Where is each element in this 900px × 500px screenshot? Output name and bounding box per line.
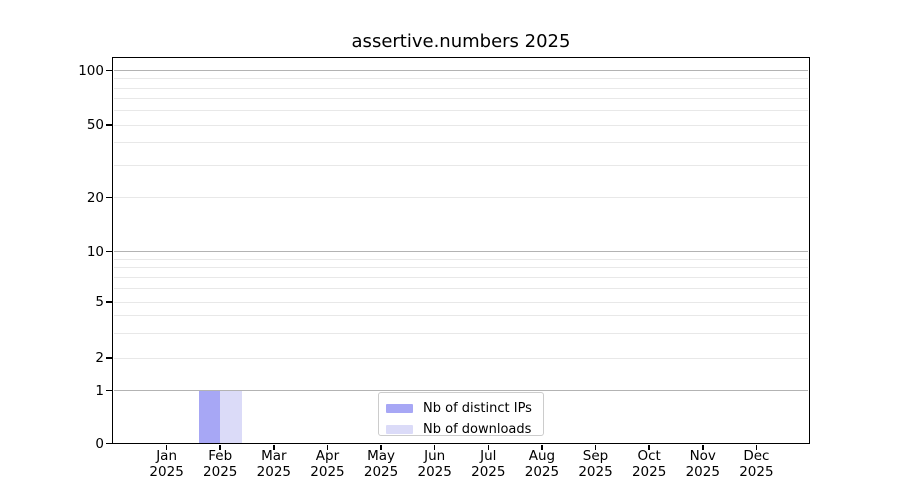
x-tick	[380, 444, 382, 450]
x-tick-label: Oct 2025	[609, 448, 689, 480]
legend-item-downloads: Nb of downloads	[379, 419, 543, 440]
x-tick-year: 2025	[578, 463, 613, 480]
x-tick-month: Dec	[743, 448, 770, 464]
x-tick	[594, 444, 597, 450]
chart-title: assertive.numbers 2025	[351, 31, 571, 52]
x-tick	[648, 444, 650, 450]
x-tick	[326, 444, 329, 450]
y-tick	[106, 357, 112, 359]
y-tick-label: 2	[95, 350, 104, 366]
x-tick-year: 2025	[631, 463, 667, 480]
y-tick-label: 10	[86, 243, 104, 260]
y-gridline-minor	[114, 258, 808, 260]
x-tick-year: 2025	[685, 463, 720, 480]
y-tick	[106, 250, 112, 253]
x-tick-label: Aug 2025	[502, 448, 582, 480]
x-tick-month: Aug	[528, 448, 556, 464]
x-tick-month: Sep	[582, 448, 609, 464]
y-gridline-minor	[114, 276, 808, 278]
x-tick-year: 2025	[256, 463, 292, 480]
y-tick-label: 0	[95, 435, 104, 452]
x-tick-year: 2025	[149, 463, 184, 480]
y-gridline-major	[114, 251, 808, 252]
y-tick	[106, 124, 112, 126]
x-tick-year: 2025	[524, 463, 560, 480]
x-tick-month: Jan	[156, 448, 178, 464]
y-gridline-minor	[114, 301, 808, 303]
x-tick-label: Dec 2025	[716, 448, 796, 480]
bar-downloads	[220, 390, 242, 444]
x-tick-month: Feb	[208, 448, 233, 464]
y-tick-label: 20	[86, 189, 104, 206]
y-tick	[106, 389, 112, 392]
x-tick-label: Sep 2025	[556, 448, 636, 480]
x-tick	[219, 444, 222, 450]
x-tick-label: Feb 2025	[180, 448, 260, 480]
x-tick	[165, 444, 168, 450]
x-tick-year: 2025	[417, 463, 452, 480]
x-tick-year: 2025	[203, 463, 238, 480]
y-tick	[106, 69, 112, 72]
legend-item-distinct-ips: Nb of distinct IPs	[379, 398, 543, 419]
x-tick-month: Oct	[637, 448, 661, 464]
legend-swatch-downloads-icon	[386, 425, 413, 434]
x-tick-label: Mar 2025	[234, 448, 314, 480]
x-tick-label: Jun 2025	[395, 448, 475, 480]
legend-swatch-distinct-ips-icon	[386, 404, 413, 413]
legend-label-downloads: Nb of downloads	[423, 422, 532, 437]
x-tick-month: Apr	[315, 448, 340, 464]
y-gridline-minor	[114, 357, 808, 359]
x-tick-label: Jan 2025	[127, 448, 207, 480]
x-tick-month: Mar	[261, 448, 287, 464]
x-tick-label: Apr 2025	[287, 448, 367, 480]
y-tick	[106, 196, 112, 199]
x-tick	[487, 444, 490, 450]
y-gridline-minor	[114, 78, 808, 80]
x-tick-year: 2025	[310, 463, 345, 480]
x-tick-year: 2025	[471, 463, 506, 480]
y-gridline-major	[114, 70, 808, 71]
legend-label-distinct-ips: Nb of distinct IPs	[423, 401, 532, 416]
y-gridline-minor	[114, 332, 808, 334]
x-tick	[755, 444, 758, 450]
x-tick	[701, 444, 704, 450]
y-gridline-minor	[114, 98, 808, 100]
x-tick-month: Jul	[480, 448, 497, 464]
x-tick-year: 2025	[363, 463, 399, 480]
y-gridline-minor	[114, 164, 808, 166]
y-gridline-minor	[114, 142, 808, 144]
y-tick-label: 100	[78, 62, 104, 79]
y-gridline-minor	[114, 288, 808, 290]
y-gridline-minor	[114, 315, 808, 317]
x-tick-month: May	[367, 448, 396, 464]
legend: Nb of distinct IPs Nb of downloads	[378, 392, 544, 437]
x-tick-month: Jun	[424, 448, 446, 464]
y-gridline-minor	[114, 110, 808, 112]
y-gridline-minor	[114, 124, 808, 126]
y-gridline-minor	[114, 87, 808, 89]
y-tick-label: 50	[86, 117, 104, 133]
y-gridline-minor	[114, 197, 808, 198]
y-gridline-major	[114, 390, 808, 391]
bar-distinct-ips	[198, 390, 221, 444]
x-tick-label: May 2025	[341, 448, 421, 480]
x-tick-label: Jul 2025	[448, 448, 528, 480]
x-tick-month: Nov	[689, 448, 716, 464]
y-tick	[106, 301, 112, 303]
y-tick-label: 5	[95, 294, 104, 310]
x-tick	[273, 444, 275, 450]
y-gridline-minor	[114, 267, 808, 269]
x-tick-label: Nov 2025	[663, 448, 743, 480]
y-tick	[106, 442, 112, 445]
x-tick	[433, 444, 436, 450]
x-tick-year: 2025	[739, 463, 774, 480]
x-tick	[541, 444, 543, 450]
y-tick-label: 1	[95, 382, 104, 399]
